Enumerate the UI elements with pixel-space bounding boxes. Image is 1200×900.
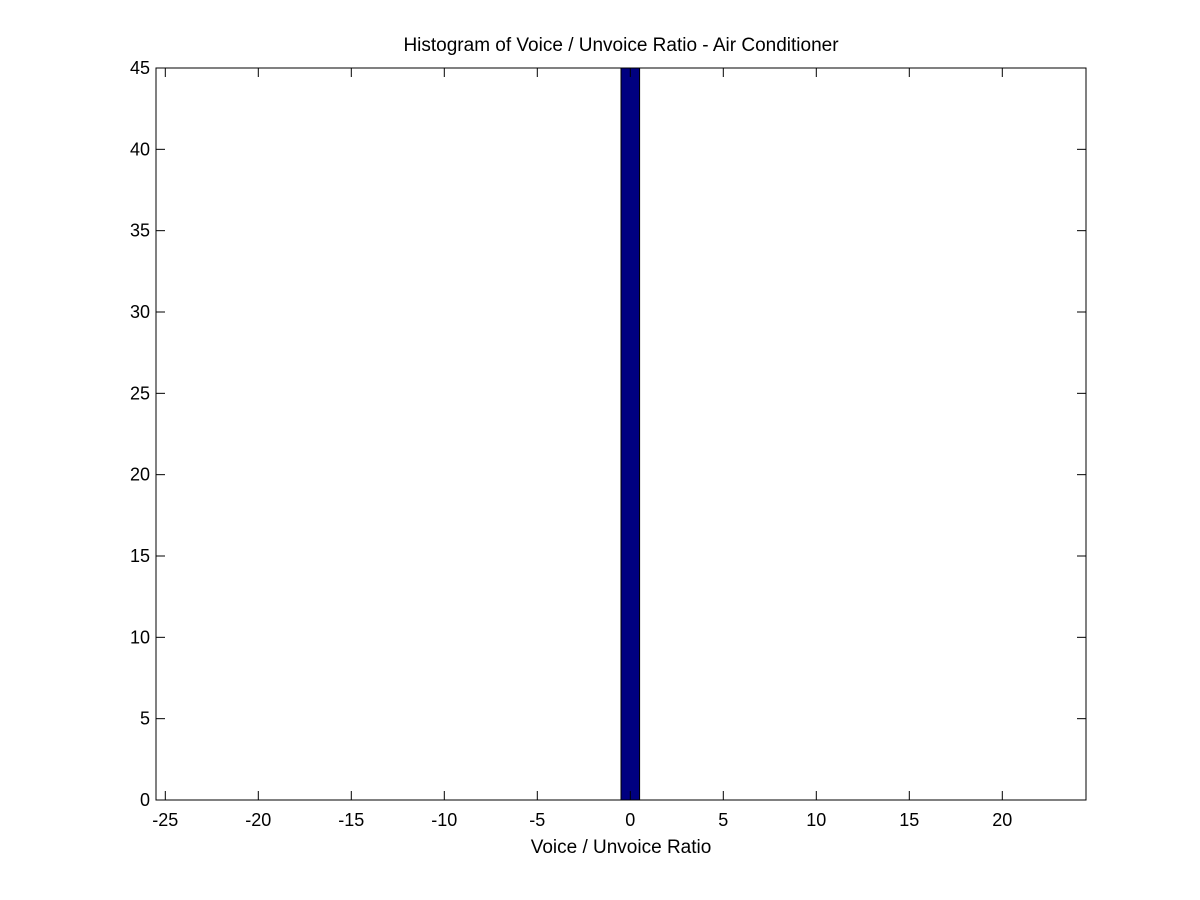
x-tick-label: 20: [992, 810, 1012, 830]
y-tick-label: 40: [130, 139, 150, 159]
x-tick-label: -25: [152, 810, 178, 830]
y-tick-label: 5: [140, 709, 150, 729]
x-tick-label: -20: [245, 810, 271, 830]
x-axis-label: Voice / Unvoice Ratio: [531, 837, 712, 858]
y-tick-label: 25: [130, 383, 150, 403]
x-tick-label: -15: [338, 810, 364, 830]
chart-title: Histogram of Voice / Unvoice Ratio - Air…: [403, 35, 839, 56]
y-tick-label: 45: [130, 58, 150, 78]
x-tick-label: 5: [718, 810, 728, 830]
x-tick-label: 15: [899, 810, 919, 830]
histogram-bar: [620, 67, 641, 801]
tick-labels-layer: -25 -20 -15 -10 -5 0 5 10 15 20 0 5 10 15 20 25 30 35 40 45: [130, 58, 1012, 830]
axes-box: [155, 67, 1087, 801]
x-tick-label: -10: [431, 810, 457, 830]
y-tick-label: 35: [130, 221, 150, 241]
y-tick-label: 20: [130, 465, 150, 485]
bars-layer: [620, 67, 641, 801]
y-tick-label: 30: [130, 302, 150, 322]
x-tick-label: -5: [529, 810, 545, 830]
y-tick-label: 15: [130, 546, 150, 566]
ticks-layer: [156, 67, 1086, 801]
x-tick-label: 0: [625, 810, 635, 830]
y-tick-label: 0: [140, 790, 150, 810]
y-tick-label: 10: [130, 627, 150, 647]
x-tick-label: 10: [806, 810, 826, 830]
